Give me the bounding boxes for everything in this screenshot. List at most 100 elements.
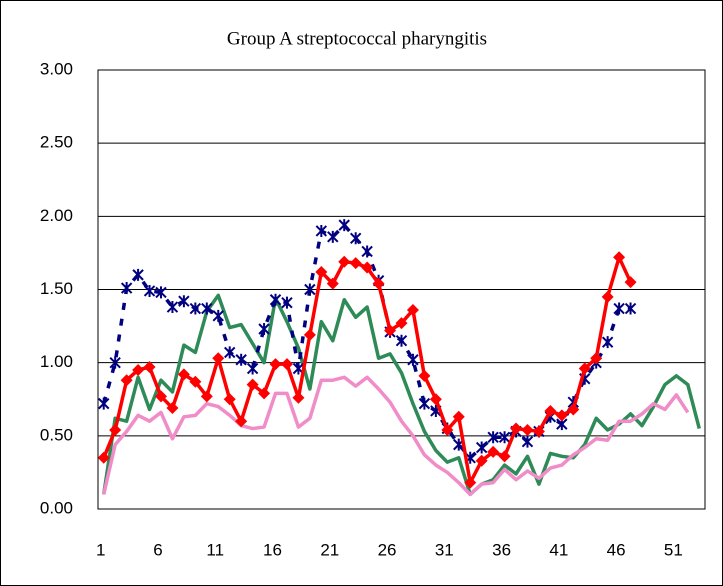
marker [235, 353, 247, 366]
marker [201, 302, 213, 315]
marker [475, 454, 488, 467]
marker [613, 251, 626, 264]
x-tick-label: 46 [607, 540, 626, 559]
marker [521, 435, 534, 448]
marker [212, 352, 225, 365]
marker [407, 353, 419, 366]
marker [384, 324, 397, 337]
marker [578, 362, 591, 375]
marker [97, 451, 110, 464]
x-tick-label: 16 [263, 540, 282, 559]
marker [555, 409, 568, 422]
marker [349, 232, 362, 245]
marker [246, 378, 259, 391]
marker [406, 303, 419, 316]
marker [487, 431, 499, 444]
marker [303, 328, 316, 341]
y-tick-label: 3.00 [40, 59, 73, 78]
marker [315, 224, 328, 237]
marker [235, 415, 248, 428]
marker [498, 450, 511, 463]
marker [338, 255, 351, 268]
x-tick-label: 31 [435, 540, 454, 559]
marker [498, 431, 511, 444]
marker [315, 265, 328, 278]
marker [280, 358, 293, 371]
marker [154, 390, 167, 403]
x-tick-label: 51 [664, 540, 683, 559]
marker [338, 219, 350, 232]
marker [258, 387, 271, 400]
x-tick-label: 41 [549, 540, 568, 559]
marker [166, 301, 179, 314]
marker [418, 397, 431, 410]
marker [304, 283, 316, 296]
marker [544, 404, 557, 417]
marker [567, 403, 580, 416]
marker [178, 295, 190, 308]
marker [98, 397, 110, 410]
marker [212, 309, 224, 322]
marker [624, 276, 637, 289]
marker [109, 356, 121, 369]
marker [395, 334, 408, 347]
marker [132, 268, 144, 281]
marker [223, 393, 236, 406]
marker [269, 358, 282, 371]
marker [224, 346, 236, 359]
marker [624, 302, 637, 315]
x-tick-label: 6 [153, 540, 162, 559]
marker [361, 245, 373, 258]
marker [166, 402, 179, 415]
marker [200, 390, 213, 403]
y-tick-label: 1.50 [40, 279, 73, 298]
marker [143, 284, 156, 297]
marker [452, 410, 465, 423]
marker [292, 391, 305, 404]
marker [189, 375, 202, 388]
marker [269, 293, 282, 306]
marker [258, 323, 270, 336]
marker [143, 361, 156, 374]
marker [155, 286, 167, 299]
x-tick-label: 26 [378, 540, 397, 559]
marker [521, 423, 534, 436]
series-line [102, 375, 690, 497]
marker [590, 352, 603, 365]
marker [120, 282, 133, 295]
marker [510, 422, 523, 435]
marker [464, 476, 477, 489]
marker [601, 290, 614, 303]
marker [613, 302, 625, 315]
y-tick-label: 1.00 [40, 352, 73, 371]
marker [109, 423, 122, 436]
marker [120, 374, 133, 387]
y-tick-label: 0.50 [40, 425, 73, 444]
x-tick-label: 11 [206, 540, 224, 559]
marker [327, 230, 339, 243]
marker [281, 296, 293, 309]
marker [441, 423, 454, 436]
y-tick-label: 2.00 [40, 206, 73, 225]
marker [177, 368, 190, 381]
marker [429, 393, 442, 406]
marker [326, 277, 339, 290]
marker [361, 261, 374, 274]
x-tick-label: 36 [492, 540, 511, 559]
marker [132, 363, 145, 376]
marker [487, 445, 500, 458]
chart-title: Group A streptococcal pharyngitis [227, 28, 487, 49]
marker [601, 336, 614, 349]
marker [475, 441, 488, 454]
series-line [101, 293, 701, 497]
plot-frame [97, 69, 706, 510]
y-tick-label: 0.00 [40, 498, 73, 517]
marker [372, 277, 385, 290]
y-tick-label: 2.50 [40, 133, 73, 152]
marker [395, 317, 408, 330]
marker [418, 369, 431, 382]
x-tick-label: 1 [96, 540, 105, 559]
x-tick-label: 21 [320, 540, 339, 559]
